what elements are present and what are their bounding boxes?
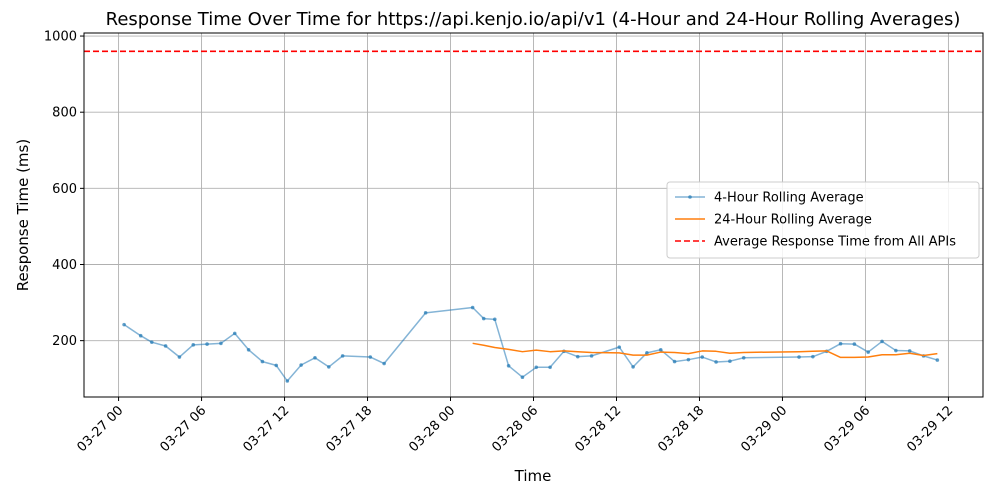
- series-4h-point: [138, 333, 143, 338]
- series-4h-point: [285, 379, 290, 383]
- series-4h-point: [327, 365, 331, 369]
- series-4h-point: [149, 340, 154, 344]
- x-tick-label: 03-28 00: [406, 403, 458, 455]
- y-tick-label: 1000: [44, 30, 77, 45]
- series-4h-point: [520, 375, 525, 380]
- series-4h-point: [672, 359, 677, 364]
- series-4h-point: [907, 349, 912, 353]
- series-4h-point: [470, 305, 475, 310]
- series-4h-point: [645, 351, 649, 355]
- x-axis-title: Time: [514, 467, 552, 485]
- series-4h-point: [177, 355, 182, 359]
- x-tick-label: 03-27 12: [240, 403, 292, 455]
- series-4h-point: [811, 354, 815, 359]
- series-4h-point: [575, 354, 580, 359]
- series-4h-point: [714, 360, 718, 364]
- legend-label: 24-Hour Rolling Average: [714, 213, 872, 228]
- series-4h-point: [534, 365, 539, 370]
- x-tick-label: 03-27 06: [157, 403, 209, 455]
- series-4h-point: [219, 341, 223, 346]
- legend-box: [666, 181, 980, 259]
- y-tick-label: 800: [52, 106, 77, 121]
- legend-entries: 4-Hour Rolling Average 24-Hour Rolling Av…: [675, 191, 956, 250]
- series-24h-line: [472, 342, 938, 359]
- series-4h-point: [617, 345, 622, 349]
- x-tick-label: 03-29 12: [904, 403, 956, 455]
- series-4h-point: [700, 355, 705, 359]
- chart-title: Response Time Over Time for https://api.…: [106, 9, 961, 30]
- legend-label: Average Response Time from All APIs: [714, 235, 956, 250]
- series-4h-point: [506, 363, 511, 368]
- legend: 4-Hour Rolling Average 24-Hour Rolling Av…: [666, 181, 980, 259]
- x-tick-label: 03-29 06: [821, 403, 873, 455]
- series-4h-point: [935, 358, 940, 362]
- series-4h-point: [163, 344, 168, 348]
- series-4h-point: [741, 355, 746, 360]
- series-4h-point: [866, 350, 871, 354]
- series-4h-point: [658, 347, 663, 352]
- series-4h-point: [631, 365, 635, 369]
- series-4h-point: [205, 342, 209, 346]
- x-tick-label: 03-28 06: [489, 403, 541, 455]
- series-4h-point: [492, 317, 497, 322]
- series-4h-point: [232, 331, 237, 336]
- x-tick-label: 03-28 12: [572, 403, 624, 455]
- series-4h-point: [368, 355, 373, 359]
- series-4h-point: [589, 354, 594, 358]
- series-4h-point: [423, 311, 428, 315]
- series-4h-point: [548, 365, 552, 370]
- series-4h-point: [880, 339, 884, 344]
- series-4h-point: [728, 359, 732, 364]
- series-4h-point: [481, 316, 486, 321]
- series-4h-point: [274, 363, 279, 368]
- series-4h-point: [313, 355, 317, 360]
- y-tick-label: 600: [52, 182, 77, 197]
- series-4h-point: [340, 354, 345, 358]
- x-tick-label: 03-27 00: [74, 403, 126, 455]
- series-4h-point: [299, 363, 303, 367]
- series-4h-line: [123, 306, 938, 382]
- series-4h-point: [894, 348, 898, 353]
- legend-swatch-point: [688, 195, 692, 199]
- y-tick-label: 400: [52, 258, 77, 273]
- series-group: [84, 50, 983, 383]
- series-4h-point: [852, 342, 857, 346]
- x-tick-label: 03-27 18: [323, 403, 375, 455]
- series-4h-point: [686, 357, 691, 362]
- series-4h-point: [191, 343, 196, 347]
- series-4h-point: [246, 347, 251, 352]
- series-4h-point: [382, 361, 386, 366]
- legend-label: 4-Hour Rolling Average: [714, 191, 864, 206]
- y-axis-title: Response Time (ms): [14, 139, 32, 291]
- y-tick-label: 200: [52, 334, 77, 349]
- series-4h-point: [797, 355, 801, 359]
- series-4h-point: [260, 359, 265, 364]
- series-4h-point: [838, 341, 843, 346]
- x-tick-label: 03-29 00: [738, 403, 790, 455]
- series-4h-point: [122, 322, 126, 327]
- x-tick-label: 03-28 18: [655, 403, 707, 455]
